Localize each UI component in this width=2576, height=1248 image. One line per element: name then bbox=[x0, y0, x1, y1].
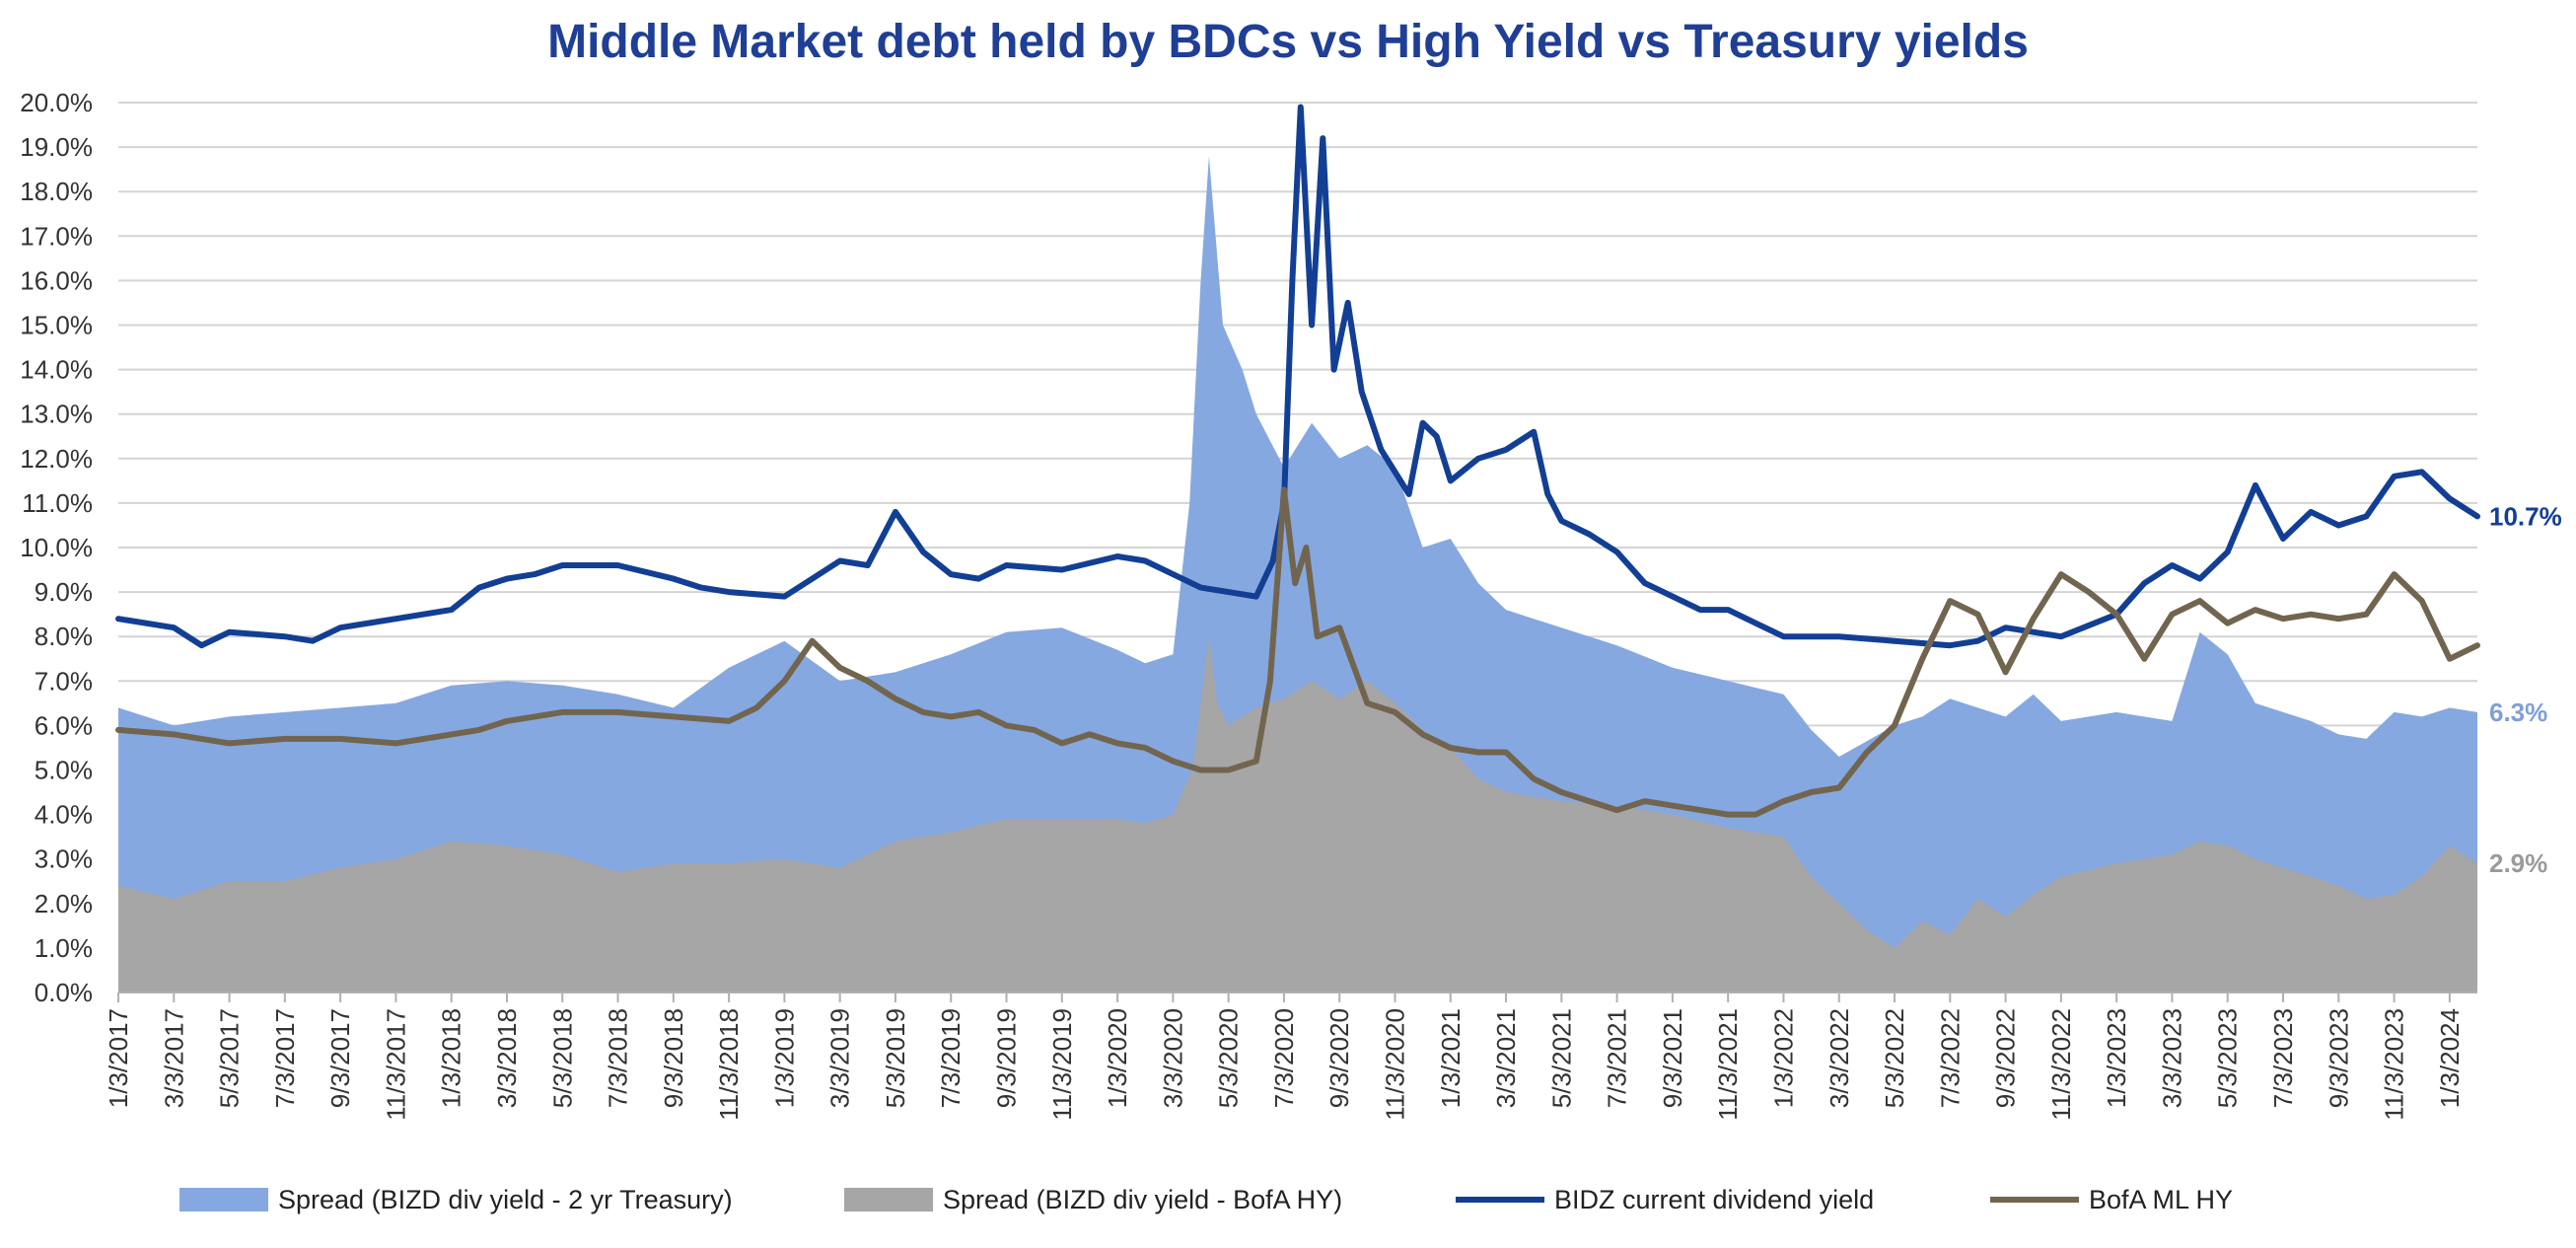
x-tick-label: 11/3/2022 bbox=[2046, 1008, 2076, 1121]
x-tick-label: 9/3/2020 bbox=[1324, 1008, 1354, 1108]
x-tick-label: 1/3/2017 bbox=[104, 1008, 133, 1108]
x-tick-label: 9/3/2018 bbox=[659, 1008, 688, 1108]
y-tick-label: 10.0% bbox=[20, 533, 93, 562]
legend: Spread (BIZD div yield - 2 yr Treasury) S… bbox=[179, 1185, 2233, 1214]
chart-title: Middle Market debt held by BDCs vs High … bbox=[547, 16, 2029, 68]
x-tick-label: 3/3/2021 bbox=[1491, 1008, 1521, 1108]
y-tick-label: 15.0% bbox=[20, 311, 93, 340]
y-tick-label: 13.0% bbox=[20, 400, 93, 429]
line-2 bbox=[115, 104, 2480, 649]
x-tick-label: 3/3/2018 bbox=[492, 1008, 522, 1108]
legend-swatch bbox=[844, 1188, 933, 1211]
x-tick-label: 9/3/2023 bbox=[2324, 1008, 2353, 1108]
end-label: 6.3% bbox=[2489, 697, 2547, 727]
x-tick-label: 3/3/2020 bbox=[1158, 1008, 1187, 1108]
legend-label: Spread (BIZD div yield - 2 yr Treasury) bbox=[278, 1185, 733, 1214]
y-tick-label: 19.0% bbox=[20, 132, 93, 162]
x-tick-label: 9/3/2019 bbox=[992, 1008, 1022, 1108]
y-tick-label: 12.0% bbox=[20, 444, 93, 474]
x-tick-label: 3/3/2019 bbox=[825, 1008, 855, 1108]
x-tick-label: 11/3/2017 bbox=[381, 1008, 410, 1121]
end-label: 10.7% bbox=[2489, 501, 2562, 531]
x-tick-label: 5/3/2020 bbox=[1214, 1008, 1244, 1108]
area-1 bbox=[118, 636, 2477, 992]
x-tick-label: 7/3/2023 bbox=[2268, 1008, 2298, 1108]
x-tick-label: 5/3/2021 bbox=[1546, 1008, 1576, 1108]
y-tick-label: 1.0% bbox=[35, 933, 93, 963]
x-tick-label: 3/3/2023 bbox=[2157, 1008, 2186, 1108]
y-tick-label: 14.0% bbox=[20, 355, 93, 385]
x-tick-label: 1/3/2023 bbox=[2102, 1008, 2131, 1108]
legend-swatch bbox=[179, 1188, 268, 1211]
x-tick-label: 3/3/2022 bbox=[1825, 1008, 1854, 1108]
x-axis: 1/3/2017 3/3/2017 5/3/2017 7/3/2017 9/3/2017… bbox=[104, 991, 2477, 1121]
y-tick-label: 9.0% bbox=[35, 577, 93, 607]
x-tick-label: 11/3/2021 bbox=[1713, 1008, 1743, 1121]
x-tick-label: 5/3/2018 bbox=[547, 1008, 577, 1108]
x-tick-label: 7/3/2018 bbox=[604, 1008, 633, 1108]
end-label: 2.9% bbox=[2489, 848, 2547, 878]
y-tick-label: 8.0% bbox=[35, 622, 93, 651]
x-tick-label: 1/3/2020 bbox=[1103, 1008, 1132, 1108]
end-labels: 6.3% 2.9% 10.7% bbox=[2489, 501, 2562, 878]
x-tick-label: 5/3/2022 bbox=[1880, 1008, 1909, 1108]
legend-label: Spread (BIZD div yield - BofA HY) bbox=[943, 1185, 1342, 1214]
line-series bbox=[115, 104, 2480, 818]
y-tick-label: 17.0% bbox=[20, 221, 93, 251]
x-tick-label: 11/3/2023 bbox=[2380, 1008, 2409, 1121]
x-tick-label: 1/3/2019 bbox=[769, 1008, 799, 1108]
y-tick-label: 6.0% bbox=[35, 710, 93, 740]
y-tick-label: 20.0% bbox=[20, 88, 93, 117]
x-tick-label: 9/3/2021 bbox=[1658, 1008, 1687, 1108]
line-3 bbox=[115, 486, 2480, 818]
x-tick-label: 7/3/2022 bbox=[1935, 1008, 1965, 1108]
x-tick-label: 1/3/2021 bbox=[1436, 1008, 1466, 1108]
legend-label: BofA ML HY bbox=[2089, 1185, 2233, 1214]
x-tick-label: 7/3/2017 bbox=[270, 1008, 300, 1108]
x-tick-label: 1/3/2024 bbox=[2435, 1008, 2465, 1108]
x-tick-label: 9/3/2022 bbox=[1991, 1008, 2021, 1108]
x-tick-label: 1/3/2022 bbox=[1768, 1008, 1798, 1108]
x-tick-label: 5/3/2017 bbox=[215, 1008, 245, 1108]
x-tick-label: 5/3/2019 bbox=[881, 1008, 910, 1108]
y-tick-label: 0.0% bbox=[35, 978, 93, 1007]
y-tick-label: 7.0% bbox=[35, 666, 93, 696]
x-tick-label: 11/3/2020 bbox=[1380, 1008, 1409, 1121]
y-tick-label: 5.0% bbox=[35, 756, 93, 785]
x-tick-label: 11/3/2018 bbox=[714, 1008, 744, 1121]
x-tick-label: 7/3/2019 bbox=[936, 1008, 966, 1108]
x-tick-label: 11/3/2019 bbox=[1047, 1008, 1077, 1121]
y-axis: 0.0% 1.0% 2.0% 3.0% 4.0% 5.0% 6.0% 7.0% 8.0% 9.0%… bbox=[20, 88, 93, 1007]
x-tick-label: 1/3/2018 bbox=[437, 1008, 466, 1108]
legend-label: BIDZ current dividend yield bbox=[1554, 1185, 1874, 1214]
x-tick-label: 9/3/2017 bbox=[325, 1008, 355, 1108]
x-tick-label: 7/3/2020 bbox=[1269, 1008, 1299, 1108]
y-tick-label: 18.0% bbox=[20, 177, 93, 206]
y-tick-label: 3.0% bbox=[35, 844, 93, 874]
x-tick-label: 3/3/2017 bbox=[159, 1008, 188, 1108]
y-tick-label: 2.0% bbox=[35, 889, 93, 918]
y-tick-label: 16.0% bbox=[20, 265, 93, 295]
y-tick-label: 11.0% bbox=[22, 488, 93, 518]
x-tick-label: 5/3/2023 bbox=[2213, 1008, 2243, 1108]
y-tick-label: 4.0% bbox=[35, 800, 93, 830]
x-tick-label: 7/3/2021 bbox=[1603, 1008, 1632, 1108]
